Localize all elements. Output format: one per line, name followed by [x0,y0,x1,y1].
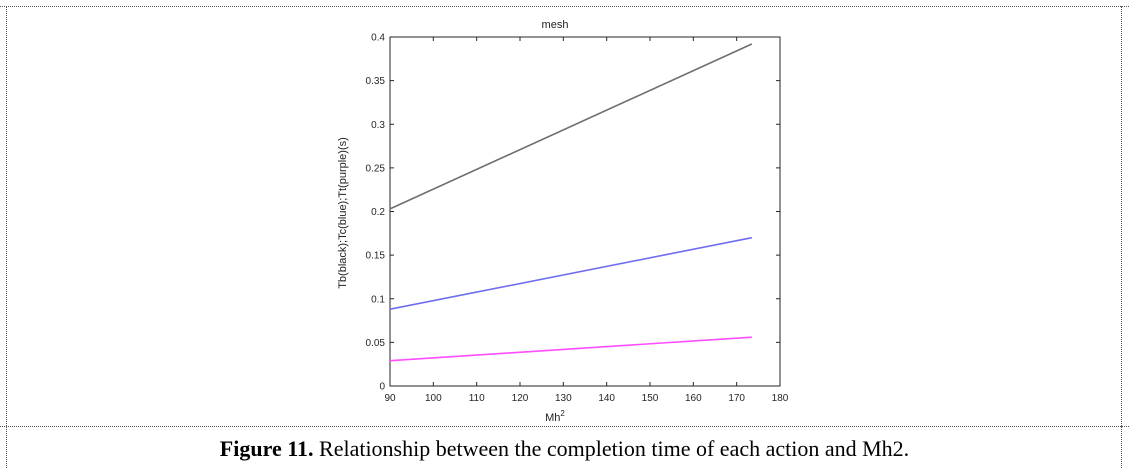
x-tick-label: 100 [425,393,442,404]
middle-border [0,426,1129,427]
y-tick-label: 0.35 [366,76,386,87]
y-tick-label: 0 [379,382,385,393]
caption-left-border [6,426,7,468]
line-chart: 90 100 110 120 130 140 150 160 170 180 0 0.05 0.1 0.1… [337,19,789,424]
x-tick-label: 160 [685,393,702,404]
top-border [0,6,1129,7]
x-tick-label: 130 [555,393,572,404]
x-tick-label: 170 [728,393,745,404]
figure-caption: Figure 11. Relationship between the comp… [0,436,1129,462]
x-tick-label: 150 [642,393,659,404]
caption-text: Relationship between the completion time… [319,436,910,461]
y-tick-label: 0.25 [366,163,386,174]
series-line-0 [389,43,753,210]
x-tick-label: 120 [512,393,529,404]
y-tick-label: 0.05 [366,338,386,349]
x-axis-label-sup: 2 [560,409,565,418]
plot-area-box [389,36,781,387]
x-tick-label: 90 [384,393,396,404]
caption-right-border [1121,426,1122,468]
x-axis-label: Mh2 [545,409,565,424]
chart-title: mesh [542,19,569,31]
y-tick-label: 0.4 [371,33,385,44]
y-tick-label: 0.3 [371,120,385,131]
y-tick-label: 0.15 [366,251,386,262]
left-border [6,6,7,426]
x-tick-label: 180 [772,393,789,404]
x-tick-label: 110 [469,393,485,404]
series-line-1 [389,236,752,311]
right-border [1121,6,1122,426]
series-line-2 [389,336,752,362]
x-tick-label: 140 [598,393,615,404]
y-axis-label: Tb(black);Tc(blue);Tt(purple)(s) [337,137,349,289]
y-tick-label: 0.1 [371,294,385,305]
x-axis-label-base: Mh [545,412,560,424]
y-tick-label: 0.2 [371,207,385,218]
caption-label: Figure 11. [219,436,314,461]
